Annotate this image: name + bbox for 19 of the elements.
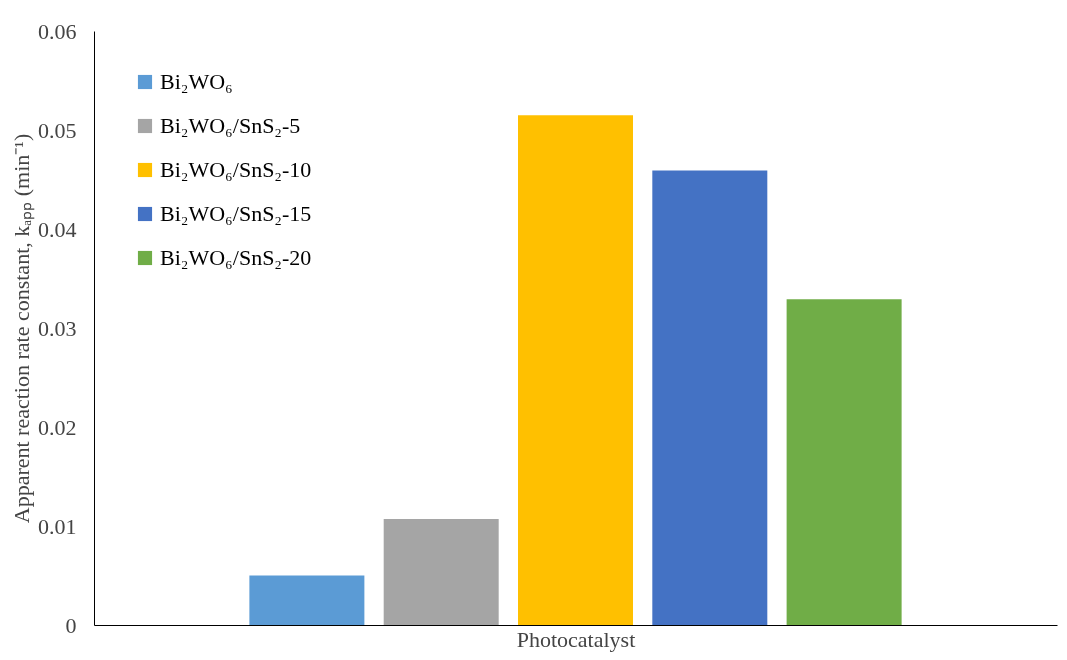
y-tick-label: 0.02 [38,414,77,440]
bar [249,575,365,625]
bar [652,170,768,625]
y-tick-label: 0 [65,612,77,638]
y-tick-label: 0.04 [38,216,77,242]
bar [518,115,633,625]
x-axis-title: Photocatalyst [516,626,636,652]
legend-label: Bi₂WO₆/SnS₂-15 [160,201,312,226]
legend-label: Bi₂WO₆/SnS₂-10 [160,157,312,182]
y-tick-label: 0.06 [38,18,77,44]
bar [383,519,499,625]
legend-label: Bi₂WO₆ [160,69,233,94]
y-tick-label: 0.03 [38,315,77,341]
legend-label: Bi₂WO₆/SnS₂-5 [160,113,301,138]
legend-label: Bi₂WO₆/SnS₂-20 [160,245,312,270]
bar [786,299,902,625]
y-tick-label: 0.01 [38,513,77,539]
y-tick-label: 0.05 [38,117,77,143]
y-axis-title: Apparent reaction rate constant, kₐₚₚ (min⁻¹) [9,133,35,524]
